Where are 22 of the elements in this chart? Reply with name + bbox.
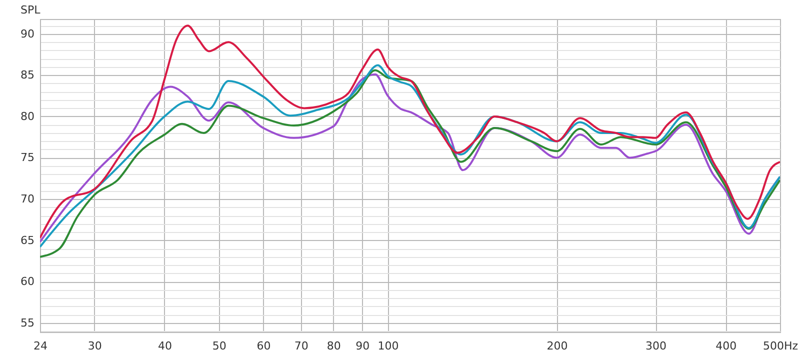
y-tick-label: 60: [20, 275, 34, 288]
x-tick-label: 30: [88, 340, 102, 352]
x-tick-label: 500Hz: [762, 340, 798, 352]
x-tick-label: 80: [326, 340, 341, 352]
x-tick-label: 24: [34, 340, 48, 352]
y-tick-label: 90: [20, 27, 34, 40]
y-tick-label: 65: [20, 234, 34, 247]
y-tick-label: 55: [20, 316, 34, 330]
y-tick-label: 75: [20, 151, 34, 164]
y-tick-label: 70: [20, 192, 34, 206]
y-axis-title: SPL: [20, 4, 42, 16]
x-tick-label: 70: [294, 340, 308, 352]
x-tick-label: 90: [356, 340, 370, 352]
y-tick-label: 80: [20, 110, 34, 123]
x-tick-label: 400: [716, 340, 737, 352]
y-tick-label: 85: [20, 68, 34, 82]
x-tick-label: 60: [256, 340, 271, 352]
x-tick-label: 50: [212, 340, 226, 352]
x-tick-label: 100: [378, 340, 399, 352]
x-tick-label: 40: [158, 340, 172, 352]
x-tick-label: 300: [646, 340, 667, 352]
x-tick-label: 200: [546, 340, 568, 352]
